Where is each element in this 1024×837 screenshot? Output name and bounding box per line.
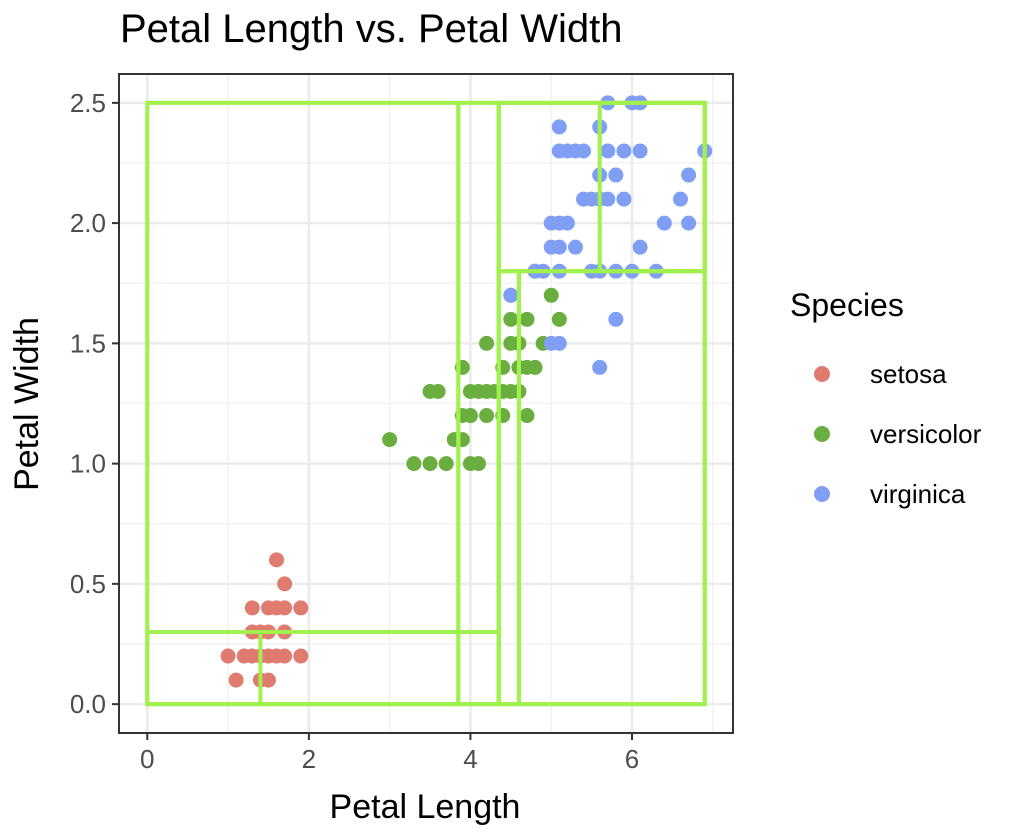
data-point-virginica [600,191,616,207]
y-tick-label: 1.0 [70,449,106,479]
data-point-virginica [592,359,608,375]
data-point-virginica [681,215,697,231]
legend-key-virginica [814,486,830,502]
data-point-setosa [220,648,236,664]
data-point-versicolor [406,456,422,472]
data-point-versicolor [527,359,543,375]
data-point-virginica [559,215,575,231]
y-tick-label: 0.5 [70,569,106,599]
data-point-versicolor [479,408,495,424]
data-point-versicolor [462,408,478,424]
data-point-virginica [656,215,672,231]
data-points [220,95,713,688]
data-point-versicolor [382,432,398,448]
data-point-setosa [293,648,309,664]
data-point-virginica [608,167,624,183]
y-tick-label: 1.5 [70,328,106,358]
data-point-virginica [616,143,632,159]
data-point-virginica [616,191,632,207]
data-point-setosa [277,576,293,592]
x-tick-label: 6 [625,744,639,774]
y-tick-label: 2.5 [70,88,106,118]
plot-border [118,73,734,734]
data-point-setosa [244,600,260,616]
legend: Species setosa versicolor virginica [790,287,982,509]
data-point-virginica [681,167,697,183]
data-point-versicolor [551,311,567,327]
data-point-virginica [551,335,567,351]
data-point-virginica [632,239,648,255]
y-tick-label: 0.0 [70,689,106,719]
highlight-rectangles [145,100,707,707]
y-tick-label: 2.0 [70,208,106,238]
highlight-rectangle [597,100,707,274]
data-point-versicolor [543,287,559,303]
data-point-virginica [567,239,583,255]
data-point-virginica [576,143,592,159]
data-point-versicolor [503,311,519,327]
y-axis-ticks: 0.0 0.5 1.0 1.5 2.0 2.5 [70,88,119,719]
data-point-virginica [551,239,567,255]
legend-title: Species [790,287,904,323]
data-point-versicolor [430,383,446,399]
legend-key-versicolor [814,426,830,442]
data-point-setosa [269,552,285,568]
data-point-virginica [608,311,624,327]
data-point-setosa [260,672,276,688]
x-tick-label: 2 [302,744,316,774]
legend-label-setosa: setosa [870,359,947,389]
plot-area [118,73,734,734]
data-point-versicolor [422,456,438,472]
x-axis-title: Petal Length [330,788,521,826]
data-point-setosa [277,600,293,616]
data-point-virginica [600,143,616,159]
data-point-virginica [551,119,567,135]
legend-label-virginica: virginica [870,479,966,509]
y-axis-title: Petal Width [8,317,46,491]
data-point-versicolor [471,456,487,472]
x-tick-label: 0 [140,744,154,774]
x-tick-label: 4 [463,744,477,774]
legend-key-setosa [814,366,830,382]
x-axis-ticks: 0 2 4 6 [140,733,639,774]
data-point-setosa [277,648,293,664]
data-point-setosa [293,600,309,616]
data-point-versicolor [438,456,454,472]
data-point-virginica [672,191,688,207]
data-point-versicolor [519,311,535,327]
data-point-virginica [632,143,648,159]
data-point-versicolor [479,335,495,351]
data-point-virginica [503,287,519,303]
data-point-versicolor [519,408,535,424]
chart-title: Petal Length vs. Petal Width [120,7,623,51]
data-point-setosa [228,672,244,688]
minor-gridlines [119,74,733,733]
legend-label-versicolor: versicolor [870,419,982,449]
